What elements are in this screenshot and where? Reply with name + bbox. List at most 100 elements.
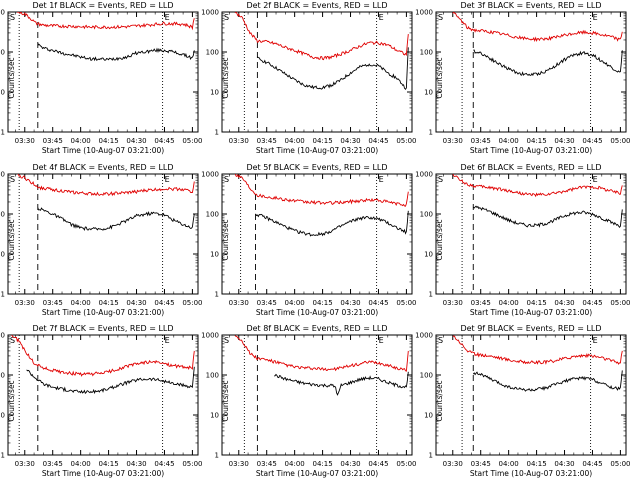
axes-frame	[7, 11, 199, 133]
x-tick-label: 04:45	[154, 460, 174, 468]
x-tick-label: 05:00	[610, 137, 630, 145]
x-tick-label: 04:45	[582, 299, 602, 307]
x-tick-label: 04:00	[285, 460, 305, 468]
y-axis-label: Counts/sec	[7, 380, 16, 421]
axes-frame	[221, 11, 413, 133]
series-group	[17, 174, 195, 232]
axes-frame	[435, 334, 627, 456]
y-tick-label: 10	[210, 412, 219, 420]
panel-title: Det 4f BLACK = Events, RED = LLD	[32, 163, 173, 172]
x-tick-label: 03:45	[257, 299, 277, 307]
x-tick-label: 04:45	[582, 137, 602, 145]
x-tick-label: 04:30	[340, 299, 360, 307]
x-tick-label: 04:45	[582, 460, 602, 468]
panel-title: Det 1f BLACK = Events, RED = LLD	[32, 1, 173, 10]
events-series-line	[472, 370, 623, 392]
end-marker-label: E	[165, 175, 170, 184]
panel-title: Det 2f BLACK = Events, RED = LLD	[246, 1, 387, 10]
y-axis-label: Counts/sec	[435, 57, 444, 98]
events-series-line	[473, 205, 623, 229]
x-tick-label: 03:45	[43, 460, 63, 468]
series-group	[234, 174, 409, 237]
panel-1: Det 1f BLACK = Events, RED = LLD 1 10 100 10…	[0, 1, 203, 155]
x-axis-label: Start Time (10-Aug-07 03:21:00)	[470, 469, 592, 478]
x-tick-label: 04:45	[154, 299, 174, 307]
x-tick-label: 03:30	[443, 299, 463, 307]
x-tick-label: 03:30	[229, 460, 249, 468]
x-axis-label: Start Time (10-Aug-07 03:21:00)	[256, 146, 378, 155]
x-tick-label: 04:30	[126, 460, 146, 468]
x-tick-label: 04:30	[340, 137, 360, 145]
lld-series-line	[234, 174, 409, 207]
panel-4: Det 4f BLACK = Events, RED = LLD 1 10 100 10…	[0, 163, 203, 317]
x-tick-label: 04:00	[499, 299, 519, 307]
x-tick-label: 04:15	[98, 137, 118, 145]
start-marker-label: S	[10, 13, 15, 22]
y-tick-label: 10	[424, 89, 433, 97]
events-series-line	[274, 371, 409, 396]
x-tick-label: 04:00	[71, 460, 91, 468]
x-tick-label: 05:00	[182, 137, 202, 145]
y-tick-label: 1000	[0, 171, 5, 179]
y-tick-label: 100	[0, 211, 5, 219]
x-tick-label: 04:00	[71, 137, 91, 145]
y-tick-label: 10	[424, 412, 433, 420]
axes-frame	[7, 334, 199, 456]
x-tick-label: 03:30	[15, 299, 35, 307]
start-marker-label: S	[438, 175, 443, 184]
x-tick-label: 03:45	[43, 299, 63, 307]
end-marker-label: E	[593, 13, 598, 22]
panel-9: Det 9f BLACK = Events, RED = LLD 1 10 100 10…	[415, 324, 630, 478]
axes-frame	[435, 173, 627, 295]
y-tick-label: 1000	[415, 171, 433, 179]
y-tick-label: 10	[210, 89, 219, 97]
panel-title: Det 5f BLACK = Events, RED = LLD	[246, 163, 387, 172]
panel-title: Det 7f BLACK = Events, RED = LLD	[32, 324, 173, 333]
panel-5: Det 5f BLACK = Events, RED = LLD 1 10 100 10…	[201, 163, 416, 317]
y-axis-label: Counts/sec	[435, 380, 444, 421]
x-tick-label: 04:00	[499, 460, 519, 468]
x-tick-label: 03:30	[229, 299, 249, 307]
start-marker-label: S	[438, 336, 443, 345]
y-tick-label: 100	[0, 372, 5, 380]
events-series-line	[473, 49, 623, 77]
start-marker-label: S	[10, 336, 15, 345]
end-marker-label: E	[379, 13, 384, 22]
y-tick-label: 100	[206, 49, 219, 57]
y-tick-label: 1	[429, 291, 433, 299]
y-tick-label: 1	[215, 129, 219, 137]
x-tick-label: 04:15	[98, 299, 118, 307]
axes-frame	[221, 173, 413, 295]
x-axis-label: Start Time (10-Aug-07 03:21:00)	[470, 146, 592, 155]
x-tick-label: 04:45	[368, 460, 388, 468]
y-tick-label: 100	[0, 49, 5, 57]
x-tick-label: 03:45	[43, 137, 63, 145]
end-marker-label: E	[379, 175, 384, 184]
x-tick-label: 05:00	[182, 460, 202, 468]
panel-6: Det 6f BLACK = Events, RED = LLD 1 10 100 10…	[415, 163, 630, 317]
y-tick-label: 1000	[201, 9, 219, 17]
lld-series-line	[234, 12, 409, 61]
y-axis-label: Counts/sec	[221, 380, 230, 421]
x-tick-label: 04:45	[154, 137, 174, 145]
y-tick-label: 1	[1, 452, 5, 460]
x-axis-label: Start Time (10-Aug-07 03:21:00)	[42, 469, 164, 478]
x-axis-label: Start Time (10-Aug-07 03:21:00)	[256, 469, 378, 478]
y-axis-label: Counts/sec	[7, 219, 16, 260]
series-group	[11, 335, 195, 395]
x-tick-label: 05:00	[610, 299, 630, 307]
events-series-line	[257, 47, 409, 91]
events-series-line	[37, 207, 195, 232]
series-group	[16, 12, 195, 62]
y-tick-label: 100	[206, 211, 219, 219]
series-group	[234, 335, 409, 396]
y-tick-label: 1000	[415, 9, 433, 17]
y-tick-label: 1	[1, 291, 5, 299]
x-tick-label: 04:45	[368, 137, 388, 145]
end-marker-label: E	[593, 336, 598, 345]
x-tick-label: 04:15	[312, 137, 332, 145]
end-marker-label: E	[593, 175, 598, 184]
x-axis-label: Start Time (10-Aug-07 03:21:00)	[470, 308, 592, 317]
x-tick-label: 03:45	[257, 137, 277, 145]
